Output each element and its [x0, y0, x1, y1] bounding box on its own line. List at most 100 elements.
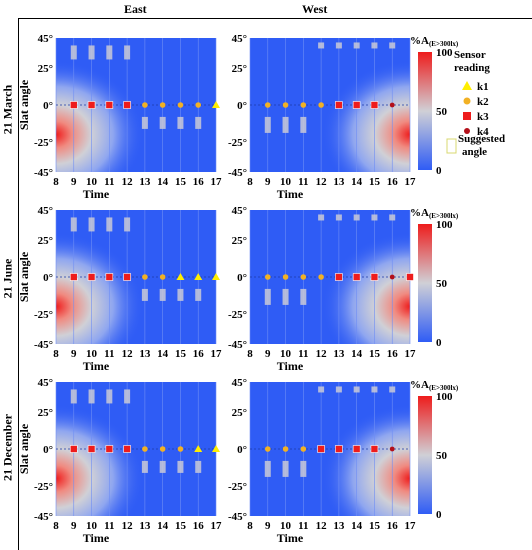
suggested-angle-bar	[141, 460, 148, 473]
suggested-angle-bar	[300, 288, 307, 305]
marker-k2	[159, 102, 166, 108]
marker-k3	[335, 445, 343, 453]
marker-k3	[69, 273, 78, 281]
x-tick-label: 13	[333, 520, 345, 532]
x-axis-label: Time	[277, 359, 304, 373]
suggested-angle-bar	[389, 386, 396, 393]
header-rule	[18, 18, 532, 19]
suggested-angle-bar	[353, 42, 360, 49]
suggested-angle-bar	[124, 45, 131, 60]
x-tick-label: 14	[351, 348, 363, 360]
x-tick-label: 12	[122, 176, 134, 188]
y-tick-label: -45°	[34, 339, 53, 351]
marker-k1	[212, 445, 220, 452]
colorbar-tick: 50	[436, 450, 448, 462]
suggested-angle-bar	[159, 116, 166, 129]
y-tick-label: 45°	[38, 33, 53, 45]
panel-21-december-west: 45° 25° 0° -25° -45°8 9 10 11 12 13 14 15 16 17 Time	[228, 377, 416, 545]
marker-k2	[142, 274, 148, 280]
suggested-angle-bar	[88, 45, 95, 60]
x-tick-label: 11	[104, 520, 114, 532]
suggested-angle-bar	[88, 389, 95, 404]
suggested-angle-bar	[318, 214, 325, 221]
marker-k3	[105, 445, 114, 453]
suggested-angle-bar	[159, 460, 166, 473]
suggested-angle-bar	[389, 42, 396, 49]
suggested-angle-bar	[106, 389, 113, 404]
y-tick-label: 25°	[232, 235, 247, 247]
colorbar-title: %A(E>300lx)	[410, 379, 459, 392]
x-tick-label: 17	[211, 348, 223, 360]
suggested-angle-bar	[106, 45, 113, 60]
colorbar-tick: 50	[436, 278, 448, 290]
suggested-angle-bar	[124, 217, 131, 232]
marker-k2	[264, 274, 271, 280]
marker-k2	[142, 446, 148, 452]
panel-21-march-west: 45° 25° 0° -25° -45°8 9 10 11 12 13 14 15 16 17 Time	[228, 33, 416, 201]
x-tick-label: 8	[247, 520, 253, 532]
y-tick-label: -25°	[34, 309, 53, 321]
y-tick-label: 45°	[38, 377, 53, 389]
marker-k2	[300, 102, 307, 108]
y-tick-label: -25°	[34, 137, 53, 149]
x-tick-label: 11	[298, 520, 308, 532]
marker-k2	[264, 102, 271, 108]
x-tick-label: 16	[193, 520, 205, 532]
marker-k1	[212, 101, 220, 108]
colorbar-1: %A(E>300lx)100 50 0	[410, 35, 459, 177]
y-tick-label: 45°	[232, 377, 247, 389]
y-tick-label: 0°	[43, 272, 53, 284]
x-tick-label: 8	[247, 348, 253, 360]
marker-k3	[370, 445, 379, 453]
y-axis-label: Slat angle	[17, 423, 31, 474]
x-tick-label: 17	[211, 176, 223, 188]
marker-k4	[389, 102, 395, 108]
marker-k2	[282, 446, 289, 452]
suggested-angle-bar	[70, 217, 77, 232]
x-tick-label: 8	[247, 176, 253, 188]
suggested-angle-bar	[371, 386, 378, 393]
legend-suggested-marker	[446, 138, 457, 154]
x-tick-label: 10	[280, 348, 292, 360]
colorbar-tick: 0	[436, 509, 442, 521]
x-tick-label: 10	[86, 348, 98, 360]
marker-k2	[282, 274, 289, 280]
colorbar-bar	[418, 52, 432, 170]
panel-21-june-east: 45° 25° 0° -25° -45°8 9 10 11 12 13 14 15 16 17 Time Sl…	[17, 205, 222, 373]
x-tick-label: 16	[193, 176, 205, 188]
marker-k3	[87, 273, 96, 281]
marker-k3	[123, 273, 131, 281]
legend-marker-k4	[464, 128, 470, 134]
suggested-angle-bar	[70, 389, 77, 404]
y-tick-label: 25°	[232, 407, 247, 419]
marker-k2	[282, 102, 289, 108]
suggested-angle-bar	[282, 116, 289, 133]
panel-21-march-east: 45° 25° 0° -25° -45°8 9 10 11 12 13 14 15 16 17 Time Sl…	[17, 33, 222, 201]
y-tick-label: 45°	[232, 33, 247, 45]
row-label-rule	[18, 18, 19, 550]
y-tick-label: -45°	[228, 167, 247, 179]
suggested-angle-bar	[318, 386, 325, 393]
y-tick-label: 0°	[237, 444, 247, 456]
x-tick-label: 14	[157, 176, 169, 188]
x-tick-label: 12	[316, 348, 328, 360]
colorbar-bar	[418, 396, 432, 514]
y-tick-label: -25°	[228, 137, 247, 149]
column-header-east: East	[124, 2, 147, 16]
suggested-angle-bar	[353, 214, 360, 221]
x-tick-label: 11	[298, 176, 308, 188]
column-header-west: West	[302, 2, 328, 16]
colorbar-2: %A(E>300lx)100 50 0	[410, 207, 459, 349]
colorbar-tick: 100	[436, 219, 453, 231]
legend-title: Sensor reading	[454, 49, 490, 74]
legend-marker-k3	[463, 112, 471, 120]
marker-k4	[389, 446, 395, 452]
marker-k3	[370, 101, 379, 109]
marker-k2	[195, 102, 202, 108]
suggested-angle-bar	[141, 288, 148, 301]
y-tick-label: -45°	[228, 339, 247, 351]
panel-21-june-west: 45° 25° 0° -25° -45°8 9 10 11 12 13 14 15 16 17 Time	[228, 205, 416, 373]
marker-k3	[123, 101, 131, 109]
